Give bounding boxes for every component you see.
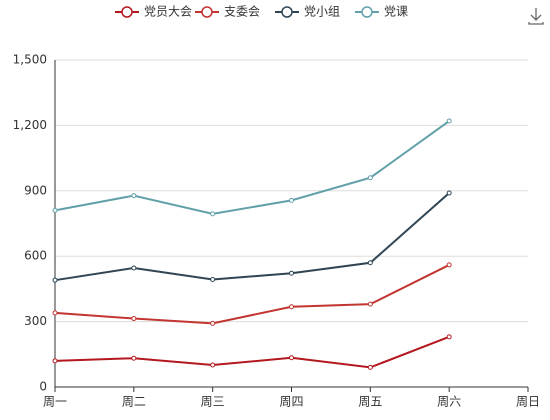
legend-label: 党课 — [384, 4, 408, 19]
y-tick-label: 0 — [39, 380, 47, 394]
download-glyph[interactable] — [528, 8, 544, 25]
data-point — [210, 211, 216, 217]
data-point — [289, 197, 294, 203]
x-tick-label: 周四 — [279, 395, 303, 409]
data-point — [52, 277, 58, 283]
y-tick-label: 1,500 — [13, 53, 47, 67]
legend-marker — [281, 6, 293, 18]
data-point — [446, 334, 452, 340]
x-tick-label: 周三 — [201, 395, 225, 409]
x-tick-label: 周日 — [516, 395, 540, 409]
x-tick-label: 周六 — [437, 395, 461, 409]
data-point — [52, 358, 58, 364]
legend-label: 支委会 — [224, 5, 260, 19]
download-icon[interactable] — [528, 8, 544, 25]
legend-label: 党员大会 — [144, 4, 192, 19]
data-point — [131, 355, 137, 361]
data-point — [210, 320, 216, 326]
y-tick-label: 300 — [24, 314, 47, 328]
data-point — [210, 277, 216, 283]
data-point — [131, 265, 137, 271]
x-tick-label: 周二 — [122, 395, 146, 409]
data-point — [367, 364, 373, 370]
data-point — [367, 260, 373, 266]
series-line — [54, 120, 450, 215]
x-tick-label: 周五 — [358, 395, 382, 409]
legend-marker — [201, 6, 213, 18]
y-tick-label: 600 — [24, 249, 47, 263]
series-line — [54, 264, 450, 325]
data-point — [289, 355, 294, 361]
data-point — [131, 316, 137, 322]
data-point — [131, 193, 137, 199]
data-point — [289, 270, 294, 276]
series-line — [54, 192, 450, 282]
data-point — [52, 310, 58, 316]
data-point — [210, 362, 216, 368]
legend-marker — [361, 6, 373, 18]
data-point — [446, 118, 452, 124]
legend-label: 党小组 — [304, 4, 340, 19]
data-point — [446, 262, 452, 268]
data-point — [446, 190, 452, 196]
data-point — [52, 207, 58, 213]
y-tick-label: 900 — [24, 183, 47, 197]
y-tick-label: 1,200 — [13, 118, 47, 132]
legend-marker — [121, 6, 133, 18]
data-point — [289, 304, 294, 310]
x-tick-label: 周一 — [43, 395, 67, 409]
data-point — [367, 301, 373, 307]
data-point — [367, 175, 373, 181]
series-line — [54, 335, 450, 369]
